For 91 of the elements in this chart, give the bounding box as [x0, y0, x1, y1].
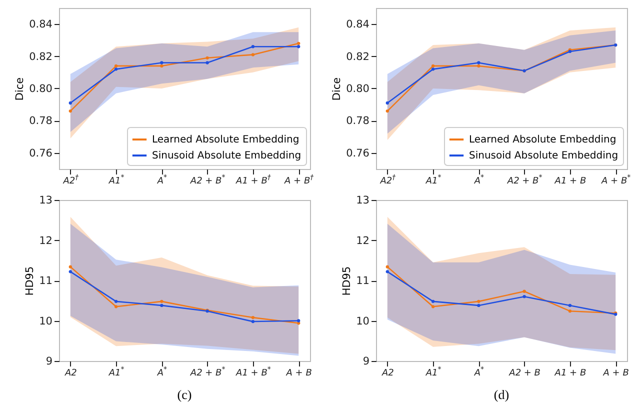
point	[386, 101, 389, 105]
point	[251, 53, 255, 56]
x-tick-label: A2 + B$^{*}$	[189, 366, 226, 378]
point	[431, 300, 435, 304]
x-tick-label: A + B	[602, 368, 629, 378]
y-tick-label: 12	[39, 234, 52, 247]
point	[297, 42, 300, 45]
point	[251, 316, 255, 320]
x-tick-label: A + B	[285, 368, 312, 378]
point	[522, 290, 526, 293]
y-tick-label: 11	[39, 275, 52, 287]
x-tick-label: A$^{*}$	[156, 174, 168, 186]
x-tick-label: A2$^{†}$	[62, 174, 80, 186]
point	[114, 64, 118, 68]
y-axis-title: Dice	[14, 77, 26, 101]
point	[68, 270, 72, 274]
y-tick-label: 13	[39, 194, 52, 206]
y-tick-label: 0.76	[346, 147, 370, 160]
point	[431, 64, 435, 68]
point	[68, 109, 72, 113]
y-tick-label: 0.80	[346, 83, 370, 95]
point	[160, 61, 164, 64]
x-tick-label: A1$^{*}$	[108, 366, 125, 378]
text: (c)	[177, 387, 192, 402]
point	[114, 68, 118, 71]
x-tick-label: A1$^{*}$	[108, 174, 125, 186]
legend-label: Learned Absolute Embedding	[469, 134, 616, 146]
x-tick-label: A$^{*}$	[473, 174, 485, 186]
point	[68, 265, 72, 268]
x-tick-label: A2$^{†}$	[379, 174, 396, 186]
x-tick-label: A1 + B	[554, 176, 586, 186]
x-tick-label: A1$^{*}$	[424, 366, 442, 378]
point	[251, 45, 255, 48]
y-axis-title: HD95	[341, 266, 354, 296]
point	[251, 320, 255, 324]
x-tick-label: A2	[64, 368, 78, 378]
point	[386, 265, 389, 268]
y-tick-label: 0.84	[346, 18, 370, 31]
point	[114, 305, 118, 308]
point	[297, 45, 300, 48]
y-tick-label: 0.78	[346, 115, 370, 128]
y-tick-label: 0.82	[346, 50, 370, 63]
y-tick-label: 0.80	[29, 83, 52, 95]
y-tick-label: 9	[362, 356, 370, 368]
point	[522, 295, 526, 298]
point	[431, 305, 435, 308]
y-axis-title: Dice	[331, 77, 344, 101]
point	[160, 300, 164, 304]
point	[477, 300, 480, 304]
point	[386, 270, 389, 274]
legend-label: Learned Absolute Embedding	[152, 134, 300, 146]
x-tick-label: A1 + B$^{†}$	[235, 174, 272, 186]
x-tick-label: A2	[380, 368, 394, 378]
x-tick-label: A + B$^{†}$	[284, 174, 314, 186]
y-tick-label: 0.76	[29, 147, 53, 160]
y-tick-label: 11	[356, 275, 370, 287]
point	[431, 68, 435, 71]
x-tick-label: A + B$^{*}$	[600, 174, 632, 186]
x-tick-label: A$^{*}$	[473, 366, 485, 378]
point	[297, 319, 300, 322]
x-tick-label: A$^{*}$	[156, 366, 168, 378]
y-tick-label: 0.84	[29, 18, 53, 31]
point	[68, 101, 72, 105]
legend-label: Sinusoid Absolute Embedding	[152, 150, 302, 162]
x-tick-label: A1$^{*}$	[424, 174, 442, 186]
y-tick-label: 0.78	[29, 115, 52, 128]
y-tick-label: 13	[356, 194, 370, 206]
y-tick-label: 9	[46, 356, 52, 368]
y-tick-label: 0.82	[29, 50, 52, 63]
y-tick-label: 12	[356, 234, 370, 247]
y-tick-label: 10	[356, 315, 370, 328]
y-tick-label: 10	[39, 315, 52, 328]
point	[206, 61, 209, 64]
point	[568, 304, 572, 308]
x-tick-label: A2 + B$^{*}$	[506, 174, 543, 186]
point	[160, 64, 164, 68]
point	[114, 300, 118, 304]
point	[568, 310, 572, 313]
x-tick-label: A2 + B$^{*}$	[189, 174, 226, 186]
point	[477, 61, 480, 64]
point	[160, 304, 164, 308]
point	[206, 56, 209, 60]
x-tick-label: A1 + B$^{*}$	[235, 366, 272, 378]
text: (d)	[494, 387, 510, 402]
point	[477, 64, 480, 68]
x-tick-label: A2 + B	[508, 368, 540, 378]
point	[477, 304, 480, 308]
y-axis-title: HD95	[24, 266, 36, 296]
point	[386, 109, 389, 113]
x-tick-label: A1 + B	[554, 368, 586, 378]
legend-label: Sinusoid Absolute Embedding	[469, 150, 618, 162]
